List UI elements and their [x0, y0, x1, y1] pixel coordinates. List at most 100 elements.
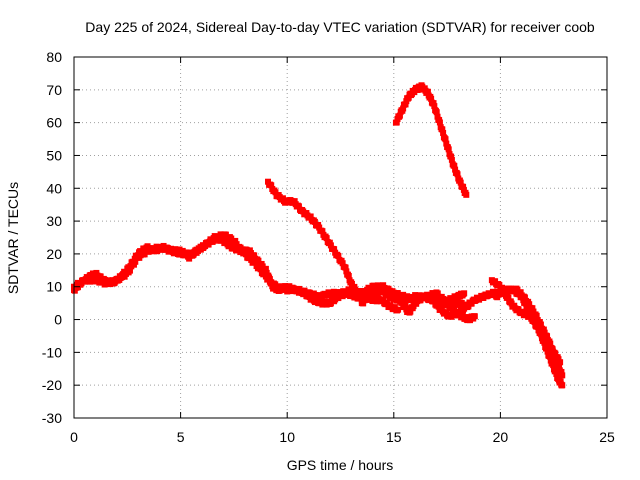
data-point: [345, 272, 352, 279]
data-point: [141, 251, 148, 258]
data-point: [323, 235, 330, 242]
data-point: [534, 323, 541, 330]
series-track-b: [71, 231, 472, 310]
x-tick-label: 20: [493, 429, 509, 445]
data-point: [549, 345, 556, 352]
data-point: [436, 119, 443, 126]
data-point: [126, 267, 133, 274]
data-point: [460, 183, 467, 190]
y-axis-label: SDTVAR / TECUs: [5, 182, 21, 294]
data-point: [266, 276, 273, 283]
data-point: [335, 253, 342, 260]
data-point: [552, 350, 559, 357]
data-point: [543, 337, 550, 344]
data-point: [251, 252, 258, 259]
series-track-g: [493, 285, 564, 366]
grid: [74, 57, 607, 418]
data-point: [343, 268, 350, 275]
data-point: [546, 353, 553, 360]
data-point: [327, 242, 334, 249]
data-point: [319, 228, 326, 235]
data-point: [434, 113, 441, 120]
data-point: [540, 326, 547, 333]
y-tick-label: -30: [42, 410, 62, 426]
data-point: [431, 298, 438, 305]
data-point: [553, 370, 560, 377]
x-tick-label: 25: [599, 429, 615, 445]
series-track-h: [439, 296, 478, 324]
data-point: [448, 153, 455, 160]
data-point: [327, 300, 334, 307]
data-point: [97, 273, 104, 280]
data-point: [205, 241, 212, 248]
data-point: [407, 308, 414, 315]
data-point: [531, 318, 538, 325]
data-point: [439, 126, 446, 133]
data-point: [522, 300, 529, 307]
x-tick-label: 15: [386, 429, 402, 445]
data-point: [272, 281, 279, 288]
data-point: [515, 306, 522, 313]
data-point: [443, 309, 450, 316]
data-point: [242, 251, 249, 258]
data-point: [555, 356, 562, 363]
data-point: [255, 257, 262, 264]
data-point: [311, 218, 318, 225]
data-point: [540, 331, 547, 338]
data-point: [461, 290, 468, 297]
data-point: [391, 290, 398, 297]
x-tick-label: 10: [279, 429, 295, 445]
y-tick-label: 40: [46, 180, 62, 196]
data-point: [556, 363, 563, 370]
y-tick-label: 50: [46, 147, 62, 163]
data-point: [557, 359, 564, 366]
y-tick-label: 70: [46, 82, 62, 98]
data-point: [393, 119, 400, 126]
data-point: [440, 129, 447, 136]
data-point: [424, 88, 431, 95]
data-point: [451, 162, 458, 169]
data-point: [442, 136, 449, 143]
data-point: [443, 140, 450, 147]
data-point: [519, 293, 526, 300]
data-marks: [71, 82, 566, 389]
data-point: [222, 231, 229, 238]
data-point: [457, 179, 464, 186]
data-point: [237, 244, 244, 251]
data-point: [368, 285, 375, 292]
data-point: [417, 297, 424, 304]
data-point: [463, 191, 470, 198]
data-point: [512, 287, 519, 294]
data-point: [431, 103, 438, 110]
data-point: [528, 311, 535, 318]
data-point: [526, 301, 533, 308]
data-point: [307, 213, 314, 220]
data-point: [558, 368, 565, 375]
data-point: [445, 146, 452, 153]
y-tick-label: -20: [42, 377, 62, 393]
data-point: [295, 203, 302, 210]
data-point: [365, 295, 372, 302]
data-point: [396, 112, 403, 119]
data-point: [227, 242, 234, 249]
data-point: [396, 295, 403, 302]
data-point: [525, 307, 532, 314]
data-point: [557, 378, 564, 385]
data-point: [257, 266, 264, 273]
data-point: [268, 182, 275, 189]
data-point: [316, 224, 323, 231]
data-point: [360, 300, 367, 307]
data-point: [232, 237, 239, 244]
data-point: [559, 372, 566, 379]
x-tick-label: 0: [70, 429, 78, 445]
chart-title: Day 225 of 2024, Sidereal Day-to-day VTE…: [85, 19, 595, 35]
y-tick-label: 20: [46, 246, 62, 262]
data-point: [380, 297, 387, 304]
y-tick-label: 60: [46, 115, 62, 131]
data-point: [550, 362, 557, 369]
data-point: [272, 189, 279, 196]
data-point: [533, 312, 540, 319]
data-point: [395, 306, 402, 313]
data-point: [190, 250, 197, 257]
